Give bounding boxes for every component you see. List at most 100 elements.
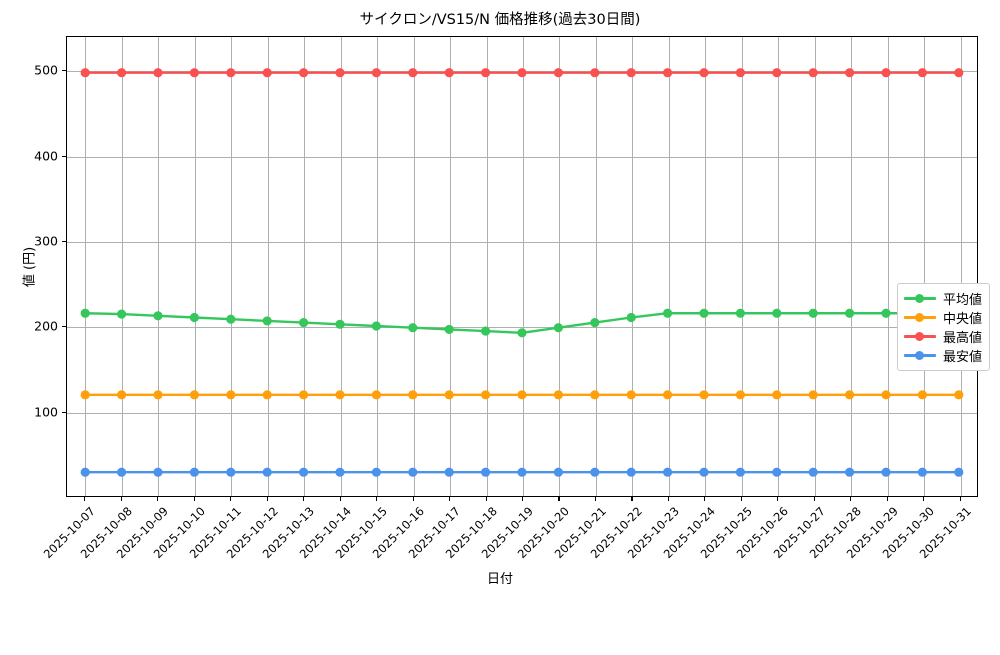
data-point-marker bbox=[553, 390, 563, 400]
data-point-marker bbox=[371, 321, 381, 331]
legend-item-2[interactable]: 最高値 bbox=[903, 327, 982, 346]
data-point-marker bbox=[117, 467, 127, 477]
x-tick-mark bbox=[740, 497, 742, 501]
data-point-marker bbox=[80, 308, 90, 318]
data-point-marker bbox=[444, 324, 454, 334]
x-tick-mark bbox=[850, 497, 852, 501]
gridline-vertical bbox=[85, 37, 87, 496]
data-point-marker bbox=[226, 314, 236, 324]
data-point-marker bbox=[553, 68, 563, 78]
legend-marker-icon-2 bbox=[903, 330, 936, 344]
data-series-layer bbox=[80, 68, 964, 477]
gridline-vertical bbox=[705, 37, 707, 496]
data-point-marker bbox=[772, 308, 782, 318]
data-point-marker bbox=[371, 68, 381, 78]
data-point-marker bbox=[881, 68, 891, 78]
data-point-marker bbox=[226, 68, 236, 78]
data-point-marker bbox=[663, 308, 673, 318]
x-tick-mark bbox=[449, 497, 451, 501]
x-tick-mark bbox=[594, 497, 597, 501]
gridline-vertical bbox=[814, 37, 816, 496]
data-point-marker bbox=[735, 390, 745, 400]
data-point-marker bbox=[626, 312, 636, 323]
data-point-marker bbox=[226, 467, 236, 477]
gridline-vertical bbox=[486, 37, 488, 496]
gridline-vertical bbox=[194, 37, 196, 496]
data-point-marker bbox=[808, 68, 818, 78]
data-point-marker bbox=[954, 467, 964, 477]
x-tick-mark bbox=[777, 497, 779, 501]
data-point-marker bbox=[299, 318, 309, 328]
data-point-marker bbox=[917, 68, 927, 78]
data-point-marker bbox=[772, 68, 782, 78]
data-point-marker bbox=[553, 323, 563, 333]
legend-item-1[interactable]: 中央値 bbox=[903, 308, 982, 327]
data-point-marker bbox=[408, 390, 418, 400]
data-point-marker bbox=[954, 390, 964, 400]
gridline-horizontal bbox=[67, 241, 977, 243]
data-point-marker bbox=[335, 319, 345, 329]
data-point-marker bbox=[845, 308, 855, 318]
chart-figure: サイクロン/VS15/N 価格推移(過去30日間) 値 (円) 日付 100 20… bbox=[22, 12, 990, 587]
y-tick-mark bbox=[62, 411, 66, 413]
data-point-marker bbox=[153, 68, 163, 78]
data-point-marker bbox=[626, 390, 636, 400]
gridline-horizontal bbox=[67, 156, 977, 158]
data-point-marker bbox=[517, 68, 527, 78]
data-point-marker bbox=[808, 467, 818, 477]
data-point-marker bbox=[153, 467, 163, 477]
x-tick-mark bbox=[886, 497, 888, 501]
data-point-marker bbox=[954, 68, 964, 78]
x-tick-mark bbox=[959, 497, 961, 501]
x-tick-mark bbox=[558, 497, 560, 501]
data-point-marker bbox=[699, 68, 709, 78]
legend-label-0: 平均値 bbox=[942, 293, 982, 308]
data-point-marker bbox=[189, 467, 199, 477]
y-tick-label: 500 bbox=[34, 62, 58, 78]
chart-legend[interactable]: 平均値 中央値 最高値 最安値 bbox=[896, 283, 990, 371]
legend-marker-icon-3 bbox=[903, 349, 936, 363]
gridline-vertical bbox=[121, 37, 123, 496]
data-point-marker bbox=[189, 390, 199, 400]
gridline-vertical bbox=[267, 37, 269, 496]
data-point-marker bbox=[444, 467, 454, 477]
data-point-marker bbox=[663, 390, 673, 400]
data-point-marker bbox=[481, 326, 491, 336]
data-point-marker bbox=[517, 390, 527, 400]
data-point-marker bbox=[917, 390, 927, 400]
data-point-marker bbox=[663, 467, 673, 477]
data-point-marker bbox=[881, 308, 891, 318]
legend-item-0[interactable]: 平均値 bbox=[903, 289, 982, 308]
x-axis-label: 日付 bbox=[486, 572, 513, 587]
data-point-marker bbox=[735, 467, 745, 477]
legend-label-3: 最安値 bbox=[942, 350, 982, 365]
legend-item-3[interactable]: 最安値 bbox=[903, 346, 982, 365]
gridline-horizontal bbox=[67, 412, 977, 414]
x-tick-mark bbox=[923, 497, 925, 501]
x-tick-mark bbox=[704, 497, 706, 501]
gridline-vertical bbox=[741, 37, 743, 496]
data-point-marker bbox=[881, 390, 891, 400]
y-axis-label: 値 (円) bbox=[22, 246, 38, 287]
data-point-marker bbox=[808, 308, 818, 318]
gridline-vertical bbox=[960, 37, 962, 496]
x-tick-mark bbox=[813, 497, 815, 501]
data-point-marker bbox=[735, 68, 745, 78]
x-tick-mark bbox=[339, 497, 341, 501]
data-point-marker bbox=[553, 467, 563, 477]
x-tick-mark bbox=[412, 497, 414, 501]
data-point-marker bbox=[481, 467, 491, 477]
gridline-vertical bbox=[595, 37, 597, 496]
data-point-marker bbox=[772, 467, 782, 477]
data-point-marker bbox=[408, 467, 418, 477]
x-tick-mark bbox=[230, 497, 232, 501]
y-tick-label: 400 bbox=[34, 148, 58, 164]
data-point-marker bbox=[590, 68, 600, 78]
data-point-marker bbox=[408, 68, 418, 78]
x-tick-mark bbox=[266, 497, 268, 501]
data-point-marker bbox=[917, 467, 927, 477]
data-point-marker bbox=[262, 68, 272, 78]
data-point-marker bbox=[845, 467, 855, 477]
x-tick-mark bbox=[631, 497, 633, 501]
data-point-marker bbox=[772, 390, 782, 400]
